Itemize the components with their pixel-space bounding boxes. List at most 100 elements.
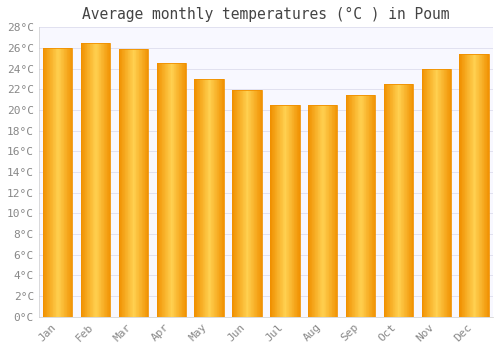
Bar: [311, 105, 312, 317]
Bar: [324, 105, 325, 317]
Bar: [82, 43, 83, 317]
Bar: [220, 79, 221, 317]
Bar: [209, 79, 210, 317]
Bar: [404, 84, 405, 317]
Bar: [81, 43, 82, 317]
Bar: [370, 94, 371, 317]
Bar: [252, 90, 253, 317]
Bar: [346, 94, 376, 317]
Bar: [208, 79, 209, 317]
Bar: [172, 63, 173, 317]
Bar: [410, 84, 411, 317]
Bar: [365, 94, 366, 317]
Bar: [400, 84, 402, 317]
Bar: [86, 43, 88, 317]
Bar: [440, 69, 442, 317]
Bar: [88, 43, 89, 317]
Bar: [46, 48, 48, 317]
Bar: [384, 84, 413, 317]
Bar: [214, 79, 215, 317]
Bar: [334, 105, 336, 317]
Bar: [349, 94, 350, 317]
Bar: [336, 105, 338, 317]
Bar: [475, 54, 476, 317]
Bar: [156, 63, 186, 317]
Bar: [354, 94, 356, 317]
Bar: [198, 79, 199, 317]
Bar: [446, 69, 448, 317]
Bar: [422, 69, 423, 317]
Bar: [363, 94, 364, 317]
Bar: [183, 63, 184, 317]
Bar: [463, 54, 464, 317]
Bar: [409, 84, 410, 317]
Bar: [290, 105, 291, 317]
Bar: [434, 69, 435, 317]
Bar: [470, 54, 471, 317]
Bar: [232, 90, 262, 317]
Bar: [69, 48, 70, 317]
Bar: [90, 43, 91, 317]
Bar: [462, 54, 463, 317]
Bar: [316, 105, 317, 317]
Bar: [256, 90, 258, 317]
Bar: [81, 43, 110, 317]
Bar: [449, 69, 450, 317]
Bar: [371, 94, 372, 317]
Bar: [118, 49, 120, 317]
Bar: [96, 43, 97, 317]
Bar: [394, 84, 396, 317]
Bar: [408, 84, 409, 317]
Bar: [425, 69, 426, 317]
Bar: [448, 69, 449, 317]
Bar: [200, 79, 201, 317]
Bar: [367, 94, 368, 317]
Bar: [70, 48, 71, 317]
Bar: [360, 94, 362, 317]
Bar: [51, 48, 52, 317]
Bar: [97, 43, 98, 317]
Bar: [430, 69, 431, 317]
Bar: [308, 105, 310, 317]
Bar: [194, 79, 224, 317]
Bar: [327, 105, 328, 317]
Bar: [286, 105, 287, 317]
Bar: [426, 69, 428, 317]
Bar: [296, 105, 298, 317]
Bar: [101, 43, 102, 317]
Bar: [279, 105, 280, 317]
Bar: [368, 94, 370, 317]
Bar: [48, 48, 49, 317]
Bar: [232, 90, 233, 317]
Bar: [485, 54, 486, 317]
Bar: [444, 69, 445, 317]
Bar: [43, 48, 44, 317]
Bar: [63, 48, 64, 317]
Bar: [366, 94, 367, 317]
Bar: [318, 105, 319, 317]
Bar: [128, 49, 129, 317]
Bar: [104, 43, 105, 317]
Bar: [424, 69, 425, 317]
Bar: [293, 105, 294, 317]
Bar: [50, 48, 51, 317]
Bar: [141, 49, 142, 317]
Bar: [398, 84, 399, 317]
Bar: [359, 94, 360, 317]
Bar: [178, 63, 180, 317]
Bar: [65, 48, 66, 317]
Bar: [245, 90, 246, 317]
Bar: [56, 48, 57, 317]
Bar: [437, 69, 438, 317]
Bar: [173, 63, 174, 317]
Bar: [390, 84, 391, 317]
Bar: [202, 79, 203, 317]
Bar: [181, 63, 182, 317]
Bar: [168, 63, 169, 317]
Bar: [103, 43, 104, 317]
Bar: [62, 48, 63, 317]
Bar: [236, 90, 238, 317]
Bar: [423, 69, 424, 317]
Bar: [308, 105, 338, 317]
Bar: [312, 105, 313, 317]
